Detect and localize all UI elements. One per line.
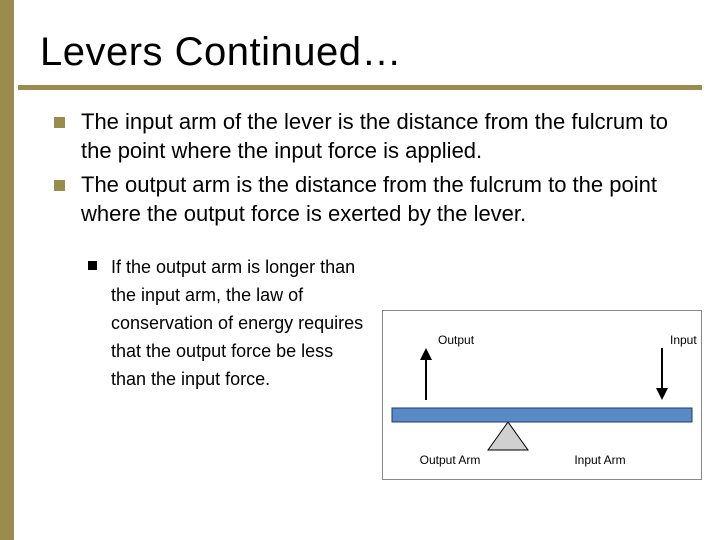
left-accent-bar (0, 0, 14, 540)
svg-text:Input Arm: Input Arm (574, 453, 625, 467)
bullet-text: The input arm of the lever is the distan… (81, 108, 690, 165)
svg-text:Input: Input (670, 333, 697, 347)
square-bullet-icon (88, 261, 97, 270)
content-area: The input arm of the lever is the distan… (0, 90, 720, 394)
sub-bullet-text: If the output arm is longer than the inp… (111, 254, 366, 393)
bullet-item: The output arm is the distance from the … (54, 171, 690, 228)
sub-bullet-row: If the output arm is longer than the inp… (54, 234, 690, 393)
bullet-text: The output arm is the distance from the … (81, 171, 690, 228)
title-area: Levers Continued… (0, 0, 720, 81)
lever-diagram: Output Input Output Arm Input Arm (382, 310, 702, 480)
title-rule-wrap (0, 81, 720, 90)
square-bullet-icon (54, 117, 65, 128)
svg-text:Output: Output (438, 333, 475, 347)
square-bullet-icon (54, 180, 65, 191)
svg-text:Output Arm: Output Arm (420, 453, 481, 467)
bullet-item: The input arm of the lever is the distan… (54, 108, 690, 165)
page-title: Levers Continued… (40, 30, 700, 75)
